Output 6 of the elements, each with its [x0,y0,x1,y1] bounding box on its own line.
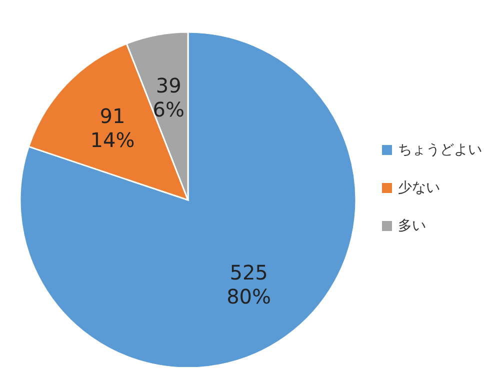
legend-label: 多い [398,216,426,234]
data-label: 525 80% [226,260,272,309]
data-label: 91 14% [90,104,135,152]
legend-label: ちょうどよい [398,140,482,158]
data-label: 39 6% [152,74,184,122]
legend-label: 少ない [398,178,440,196]
